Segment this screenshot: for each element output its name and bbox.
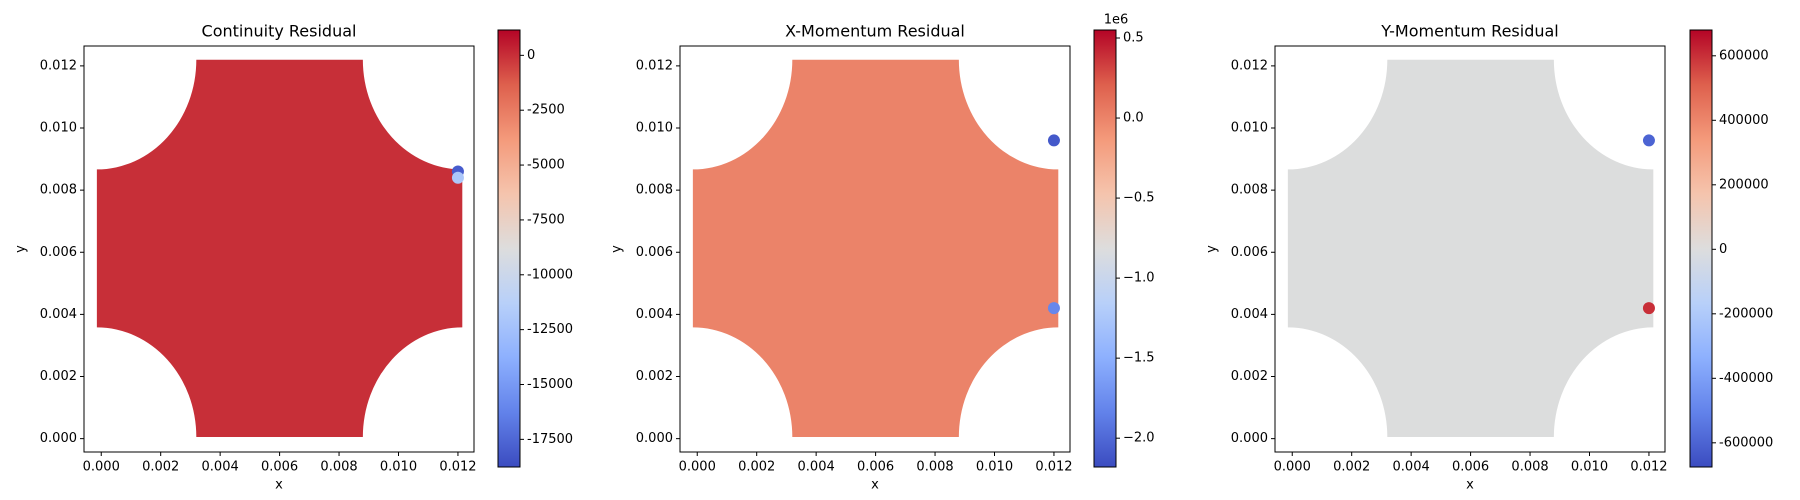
- x-tick-label: 0.002: [1333, 460, 1370, 475]
- x-axis-label: x: [871, 478, 879, 493]
- x-tick-label: 0.010: [1571, 460, 1608, 475]
- colorbar-tick-label: −2.0: [1123, 431, 1155, 446]
- y-tick-label: 0.012: [1231, 58, 1268, 73]
- chart-title: Y-Momentum Residual: [1380, 22, 1558, 41]
- x-tick-label: 0.002: [738, 460, 775, 475]
- chart-title: Continuity Residual: [202, 22, 357, 41]
- axes-frame: [1274, 45, 1666, 453]
- x-tick-label: 0.008: [916, 460, 953, 475]
- point: [1642, 302, 1655, 315]
- x-tick-label: 0.004: [202, 460, 239, 475]
- colorbar-tick-label: -2500: [527, 103, 565, 118]
- colorbar-offset: 1e6: [1104, 13, 1129, 28]
- colorbar-tick-label: 0.5: [1123, 31, 1144, 46]
- colorbar-tick-label: 200000: [1719, 177, 1769, 192]
- colorbar-tick-label: 400000: [1719, 113, 1769, 128]
- field-domain: [96, 59, 463, 437]
- x-tick-label: 0.004: [798, 460, 835, 475]
- y-tick-label: 0.002: [1231, 369, 1268, 384]
- colorbar-tick-label: -12500: [527, 322, 573, 337]
- y-axis-label: y: [610, 245, 625, 253]
- colorbar-tick-label: -5000: [527, 158, 565, 173]
- y-tick-label: 0.004: [1231, 307, 1268, 322]
- axes-frame: [83, 45, 475, 453]
- y-axis-label: y: [14, 245, 29, 253]
- y-tick-label: 0.004: [40, 307, 77, 322]
- x-axis-label: x: [1466, 478, 1474, 493]
- colorbar-tick-label: -200000: [1719, 306, 1773, 321]
- point: [1047, 134, 1060, 147]
- point: [1047, 302, 1060, 315]
- colorbar-tick-label: 0: [527, 48, 535, 63]
- colorbar-tick-label: -600000: [1719, 435, 1773, 450]
- y-tick-label: 0.006: [636, 245, 673, 260]
- y-tick-label: 0.010: [40, 121, 77, 136]
- axes-frame: [679, 45, 1071, 453]
- colorbar-tick-label: -17500: [527, 432, 573, 447]
- y-tick-label: 0.006: [40, 245, 77, 260]
- y-tick-label: 0.000: [1231, 431, 1268, 446]
- colorbar-tick-label: −0.5: [1123, 191, 1155, 206]
- colorbar: [497, 29, 521, 468]
- y-tick-label: 0.010: [1231, 121, 1268, 136]
- x-tick-label: 0.000: [679, 460, 716, 475]
- colorbar: [1093, 29, 1117, 468]
- y-tick-label: 0.000: [636, 431, 673, 446]
- y-tick-label: 0.004: [636, 307, 673, 322]
- point: [1642, 134, 1655, 147]
- x-tick-label: 0.008: [1511, 460, 1548, 475]
- y-tick-label: 0.008: [636, 183, 673, 198]
- x-tick-label: 0.010: [380, 460, 417, 475]
- x-tick-label: 0.012: [1035, 460, 1072, 475]
- x-tick-label: 0.006: [857, 460, 894, 475]
- y-tick-label: 0.010: [636, 121, 673, 136]
- x-tick-label: 0.002: [142, 460, 179, 475]
- x-tick-label: 0.006: [261, 460, 298, 475]
- colorbar-tick-label: 600000: [1719, 48, 1769, 63]
- field-domain: [692, 59, 1059, 437]
- x-axis-label: x: [275, 478, 283, 493]
- colorbar-tick-label: -15000: [527, 377, 573, 392]
- x-tick-label: 0.008: [320, 460, 357, 475]
- y-tick-label: 0.000: [40, 431, 77, 446]
- colorbar-tick-label: -10000: [527, 267, 573, 282]
- x-tick-label: 0.010: [976, 460, 1013, 475]
- chart-title: X-Momentum Residual: [785, 22, 965, 41]
- y-tick-label: 0.002: [40, 369, 77, 384]
- point: [451, 171, 464, 184]
- y-tick-label: 0.012: [636, 58, 673, 73]
- y-tick-label: 0.008: [1231, 183, 1268, 198]
- y-axis-label: y: [1205, 245, 1220, 253]
- y-tick-label: 0.008: [40, 183, 77, 198]
- colorbar-tick-label: −1.5: [1123, 351, 1155, 366]
- y-tick-label: 0.006: [1231, 245, 1268, 260]
- x-tick-label: 0.012: [1630, 460, 1667, 475]
- x-tick-label: 0.000: [83, 460, 120, 475]
- colorbar-tick-label: 0.0: [1123, 111, 1144, 126]
- x-tick-label: 0.000: [1274, 460, 1311, 475]
- colorbar-tick-label: −1.0: [1123, 271, 1155, 286]
- x-tick-label: 0.012: [439, 460, 476, 475]
- colorbar-tick-label: -7500: [527, 212, 565, 227]
- colorbar-tick-label: -400000: [1719, 371, 1773, 386]
- y-tick-label: 0.012: [40, 58, 77, 73]
- colorbar-tick-label: 0: [1719, 242, 1727, 257]
- y-tick-label: 0.002: [636, 369, 673, 384]
- colorbar: [1689, 29, 1713, 468]
- x-tick-label: 0.004: [1393, 460, 1430, 475]
- x-tick-label: 0.006: [1452, 460, 1489, 475]
- field-domain: [1287, 59, 1654, 437]
